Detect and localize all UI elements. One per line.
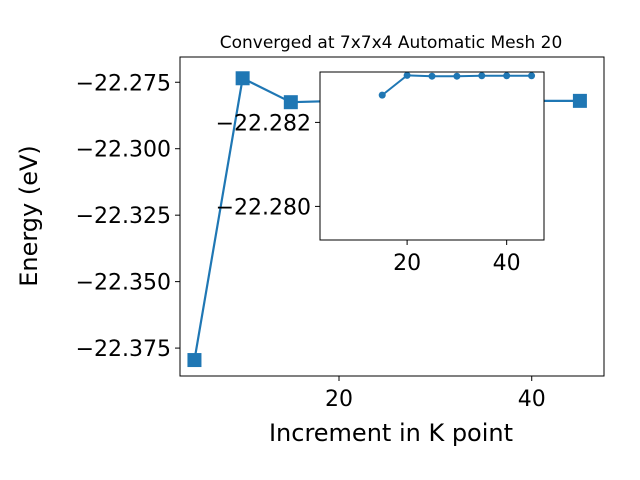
inset-y-tick-label: −22.282 [216, 111, 311, 136]
data-point [235, 71, 250, 86]
y-tick-label: −22.325 [76, 204, 171, 229]
y-tick-label: −22.300 [76, 138, 171, 163]
inset-data-point [478, 72, 486, 80]
inset-data-point [528, 72, 536, 80]
y-tick-label: −22.275 [76, 71, 171, 96]
inset-x-tick-label: 40 [493, 251, 521, 276]
inset-data-point [403, 71, 411, 79]
inset-data-point [378, 91, 386, 99]
inset-y-tick-label: −22.280 [216, 195, 311, 220]
data-point [283, 95, 298, 110]
inset-plot: 20 40 −22.282 −22.280 [216, 71, 545, 276]
axes-frame [179, 56, 605, 377]
x-tick-label: 20 [325, 387, 353, 412]
data-point [572, 93, 587, 108]
x-axis-label: Increment in K point [269, 419, 513, 447]
x-tick-label: 40 [518, 387, 546, 412]
y-tick-label: −22.375 [76, 337, 171, 362]
data-point [187, 353, 202, 368]
chart-title: Converged at 7x7x4 Automatic Mesh 20 [220, 33, 563, 53]
inset-axes-frame [319, 71, 545, 241]
inset-plot-area [320, 72, 544, 240]
y-tick-label: −22.350 [76, 271, 171, 296]
inset-data-point [428, 72, 436, 80]
y-axis-label: Energy (eV) [15, 145, 43, 287]
inset-x-tick-label: 20 [393, 251, 421, 276]
inset-data-point [503, 72, 511, 80]
inset-data-point [453, 72, 461, 80]
